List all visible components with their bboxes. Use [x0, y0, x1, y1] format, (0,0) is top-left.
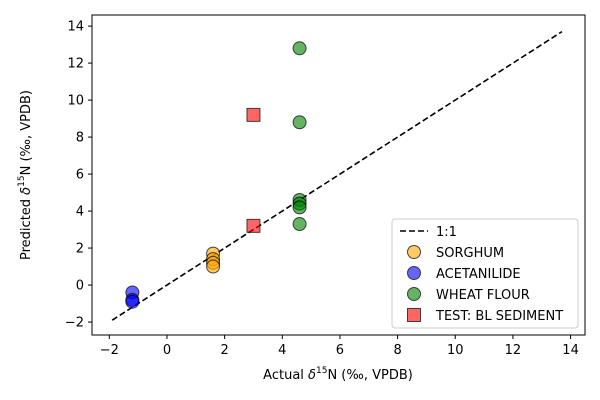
legend: 1:1 SORGHUM ACETANILIDE WHEAT FLOUR TEST: BL…: [391, 218, 579, 329]
x-tick-label: 12: [505, 343, 522, 358]
y-tick-label: 4: [76, 205, 84, 220]
point-sorghum: [206, 259, 221, 274]
y-tick-label: 6: [76, 168, 84, 183]
y-tick-label: 2: [76, 242, 84, 257]
x-tick-label: 2: [220, 343, 228, 358]
y-tick-label: 10: [67, 94, 84, 109]
legend-label: 1:1: [436, 225, 457, 240]
point-wheat-flour: [292, 41, 307, 56]
legend-swatch: [407, 287, 421, 301]
y-axis-label: Predicted δ15N (‰, VPDB): [17, 90, 34, 260]
plot-frame: [91, 14, 586, 336]
legend-label: SORGHUM: [436, 246, 504, 261]
legend-swatch: [407, 308, 421, 322]
legend-label: TEST: BL SEDIMENT: [435, 309, 563, 324]
legend-label: ACETANILIDE: [436, 267, 521, 282]
y-tick-label: −2: [65, 316, 84, 331]
x-tick-label: 6: [336, 343, 344, 358]
x-tick-label: −2: [100, 343, 119, 358]
y-tick-label: 8: [76, 131, 84, 146]
y-tick-label: 14: [67, 20, 84, 35]
point-wheat-flour: [292, 200, 307, 215]
point-wheat-flour: [292, 217, 307, 232]
x-tick-label: 4: [278, 343, 286, 358]
reference-line-1-1: [111, 30, 563, 321]
point-acetanilide: [125, 294, 140, 309]
x-tick-label: 10: [447, 343, 464, 358]
x-axis-label: Actual δ15N (‰, VPDB): [263, 366, 413, 383]
x-axis-ticks: −2 0 2 4 6 8 10 12 14: [100, 335, 579, 358]
y-axis-ticks: −2 0 2 4 6 8 10 12 14: [65, 20, 92, 331]
point-test-bl-sediment: [246, 107, 261, 122]
point-wheat-flour: [292, 115, 307, 130]
x-tick-label: 8: [393, 343, 401, 358]
y-tick-label: 0: [76, 279, 84, 294]
x-tick-label: 0: [163, 343, 171, 358]
point-test-bl-sediment: [246, 218, 261, 233]
x-tick-label: 14: [562, 343, 579, 358]
plot-marks: [111, 30, 563, 321]
legend-swatch: [407, 266, 421, 280]
legend-frame: [391, 218, 579, 329]
legend-label: WHEAT FLOUR: [436, 288, 530, 303]
y-tick-label: 12: [67, 57, 84, 72]
legend-swatch: [407, 245, 421, 259]
